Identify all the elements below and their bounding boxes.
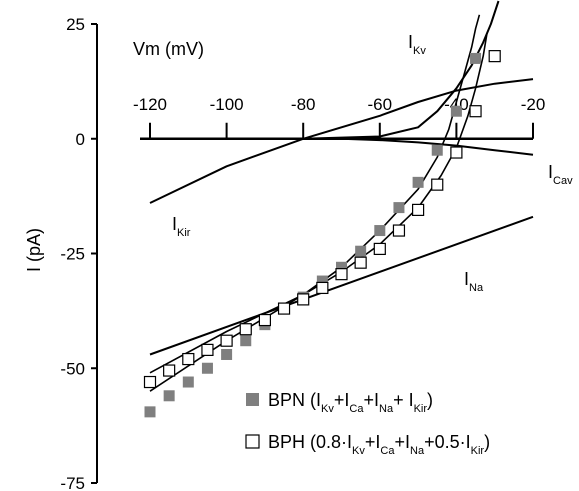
y-ticks: 25 0 -25 -50 -75: [60, 15, 97, 491]
y-axis-title: I (pA): [24, 228, 44, 272]
bph-marker: [163, 364, 176, 377]
bph-marker: [143, 375, 157, 389]
legend-marker-bpn: [246, 393, 259, 406]
bph-marker: [354, 256, 367, 269]
curve-kir: [149, 78, 534, 204]
data-markers: [143, 50, 501, 418]
curve-kv: [150, 0, 500, 140]
x-tick-label: -80: [291, 95, 316, 114]
y-tick-label: -25: [60, 245, 85, 264]
bpn-marker: [374, 225, 386, 237]
axes: [96, 24, 533, 483]
bpn-marker: [182, 376, 194, 388]
bpn-marker: [221, 348, 233, 360]
bpn-marker: [336, 261, 347, 273]
bph-marker: [239, 323, 252, 336]
bph-marker: [182, 352, 195, 366]
curve-bpn-trace: [149, 14, 481, 392]
bph-marker: [220, 334, 233, 347]
x-axis-title: Vm (mV): [133, 39, 204, 59]
y-tick-label: -50: [60, 359, 85, 378]
x-tick-label: -20: [521, 95, 546, 114]
bpn-marker: [163, 390, 175, 402]
bpn-marker: [412, 176, 424, 188]
x-tick-label: -60: [368, 95, 393, 114]
x-ticks: -120 -100 -80 -60 -40 -20: [133, 95, 545, 139]
bpn-marker: [431, 144, 443, 156]
bph-marker: [258, 313, 271, 327]
bph-marker: [373, 242, 386, 256]
legend-marker-bph: [245, 434, 260, 449]
bph-marker: [431, 178, 444, 191]
bph-marker: [277, 302, 291, 315]
bph-marker: [392, 224, 406, 237]
bph-marker: [488, 50, 501, 63]
bph-marker: [412, 203, 425, 216]
x-tick-label: -100: [210, 95, 244, 114]
legend: BPN (IKv+ICa+INa+ IKir) BPH (0.8·IKv+ICa+…: [245, 390, 490, 457]
bph-marker: [450, 146, 463, 159]
curve-label-kv: IKv: [408, 32, 426, 57]
curve-label-cav: ICav: [548, 162, 573, 187]
curve-label-na: INa: [464, 269, 484, 294]
bpn-marker: [316, 275, 328, 287]
curve-cav: [150, 137, 534, 156]
curve-labels: IKv ICav IKir INa: [172, 32, 573, 294]
bpn-marker: [450, 105, 462, 117]
bpn-marker: [201, 362, 213, 374]
bph-marker: [335, 268, 348, 281]
bph-marker: [201, 343, 214, 356]
legend-label-bpn: BPN (IKv+ICa+INa+ IKir): [268, 390, 433, 415]
x-tick-label: -40: [444, 95, 469, 114]
bph-marker: [297, 293, 310, 306]
curve-bph-trace: [149, 33, 488, 374]
bph-marker: [316, 281, 329, 295]
y-tick-label: -75: [60, 474, 85, 491]
legend-label-bph: BPH (0.8·IKv+ICa+INa+0.5·IKir): [268, 432, 490, 457]
bpn-marker: [393, 202, 405, 214]
bpn-marker: [355, 245, 367, 257]
x-tick-label: -120: [133, 95, 167, 114]
y-tick-label: 25: [66, 15, 85, 34]
curve-label-kir: IKir: [172, 214, 191, 239]
y-tick-label: 0: [76, 130, 85, 149]
bpn-marker: [470, 52, 482, 64]
curve-na: [149, 215, 534, 356]
bph-marker: [469, 105, 482, 118]
bpn-marker: [144, 406, 156, 418]
bpn-marker: [240, 335, 252, 347]
